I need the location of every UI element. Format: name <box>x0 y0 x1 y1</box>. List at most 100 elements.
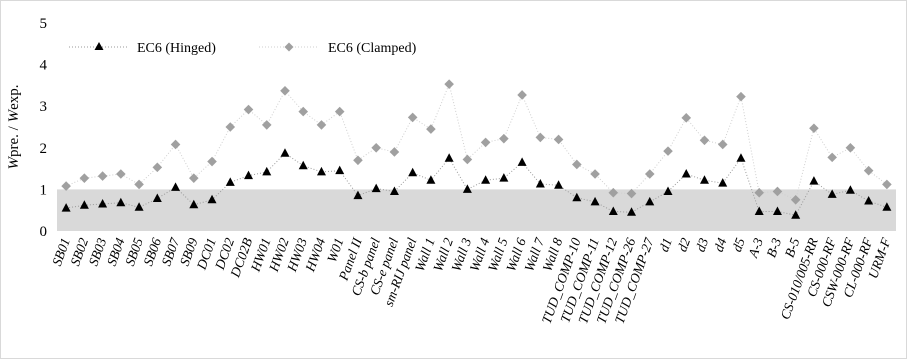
point-clamped <box>170 139 181 150</box>
point-clamped <box>790 195 801 205</box>
point-hinged <box>608 206 618 215</box>
y-tick-label: 0 <box>40 224 48 240</box>
point-hinged <box>791 210 801 219</box>
band-layer <box>57 189 896 231</box>
point-hinged <box>280 148 290 157</box>
axis-layer: 0 1 2 3 4 5 <box>40 16 48 240</box>
category-label: d5 <box>729 236 748 254</box>
legend-item-clamped: EC6 (Clamped) <box>259 41 417 56</box>
point-clamped <box>371 143 381 153</box>
point-clamped <box>407 112 418 123</box>
point-clamped <box>626 188 637 199</box>
category-label: d1 <box>656 236 675 254</box>
series-layer <box>61 79 892 219</box>
point-hinged <box>316 166 326 176</box>
legend: EC6 (Hinged) EC6 (Clamped) <box>69 41 417 56</box>
point-clamped <box>499 133 509 144</box>
point-clamped <box>243 104 254 115</box>
point-clamped <box>389 147 400 157</box>
point-clamped <box>61 181 71 191</box>
point-hinged <box>408 167 418 177</box>
point-clamped <box>663 146 673 156</box>
y-tick-label: 2 <box>40 141 48 157</box>
legend-marker-clamped <box>284 42 294 52</box>
point-hinged <box>79 200 89 209</box>
point-clamped <box>699 135 710 146</box>
point-clamped <box>188 173 199 183</box>
series-line-clamped <box>65 82 888 201</box>
point-hinged <box>864 196 874 205</box>
point-hinged <box>189 199 199 209</box>
point-clamped <box>480 137 491 148</box>
point-hinged <box>499 173 509 182</box>
point-clamped <box>134 179 144 190</box>
point-clamped <box>882 179 892 190</box>
point-hinged <box>681 169 691 178</box>
point-clamped <box>681 113 692 123</box>
point-clamped <box>717 139 728 150</box>
point-hinged <box>244 170 254 180</box>
y-tick-label: 5 <box>40 16 48 32</box>
point-clamped <box>462 154 473 165</box>
point-clamped <box>116 169 126 179</box>
legend-label-clamped: EC6 (Clamped) <box>328 41 417 56</box>
category-label: d4 <box>711 236 730 254</box>
category-label: d2 <box>674 236 693 254</box>
legend-label-hinged: EC6 (Hinged) <box>137 41 216 56</box>
point-hinged <box>572 192 582 202</box>
point-clamped <box>353 155 363 166</box>
point-hinged <box>481 175 491 184</box>
point-hinged <box>426 175 436 184</box>
point-hinged <box>353 190 363 200</box>
category-label: d3 <box>693 236 712 254</box>
point-clamped <box>517 90 527 100</box>
point-hinged <box>462 184 472 193</box>
point-hinged <box>171 182 181 191</box>
point-hinged <box>554 180 564 189</box>
point-hinged <box>736 153 746 162</box>
point-hinged <box>718 178 728 187</box>
point-hinged <box>845 185 855 194</box>
point-hinged <box>645 196 655 206</box>
point-clamped <box>316 120 327 130</box>
point-hinged <box>699 175 709 184</box>
point-clamped <box>79 173 90 183</box>
point-clamped <box>207 156 217 167</box>
point-clamped <box>152 162 163 173</box>
point-hinged <box>772 206 782 215</box>
point-hinged <box>809 176 819 185</box>
point-clamped <box>444 79 454 89</box>
point-clamped <box>772 186 783 197</box>
shaded-band <box>57 189 896 231</box>
point-hinged <box>225 177 235 186</box>
point-hinged <box>663 186 673 195</box>
point-hinged <box>262 166 272 176</box>
point-hinged <box>590 196 600 206</box>
y-tick-label: 4 <box>40 58 48 74</box>
point-clamped <box>97 171 108 181</box>
point-clamped <box>736 91 746 102</box>
point-clamped <box>261 120 272 130</box>
point-clamped <box>334 106 345 117</box>
category-labels: SB01SB02SB03SB04SB05SB06SB07SB09DC01DC02… <box>49 234 894 325</box>
point-hinged <box>152 193 162 203</box>
point-hinged <box>535 178 545 188</box>
point-hinged <box>389 186 399 195</box>
point-hinged <box>827 189 837 198</box>
point-hinged <box>298 160 308 170</box>
point-hinged <box>517 157 527 166</box>
y-tick-label: 3 <box>40 99 48 115</box>
y-tick-label: 1 <box>40 182 48 198</box>
point-hinged <box>335 165 345 175</box>
point-hinged <box>882 202 892 211</box>
point-hinged <box>116 197 126 207</box>
legend-marker-hinged <box>94 42 104 50</box>
point-clamped <box>644 169 655 179</box>
point-hinged <box>207 194 217 204</box>
point-hinged <box>444 153 454 162</box>
series-line-hinged <box>66 152 888 216</box>
point-hinged <box>98 198 108 208</box>
point-clamped <box>827 152 837 163</box>
point-hinged <box>754 206 764 215</box>
